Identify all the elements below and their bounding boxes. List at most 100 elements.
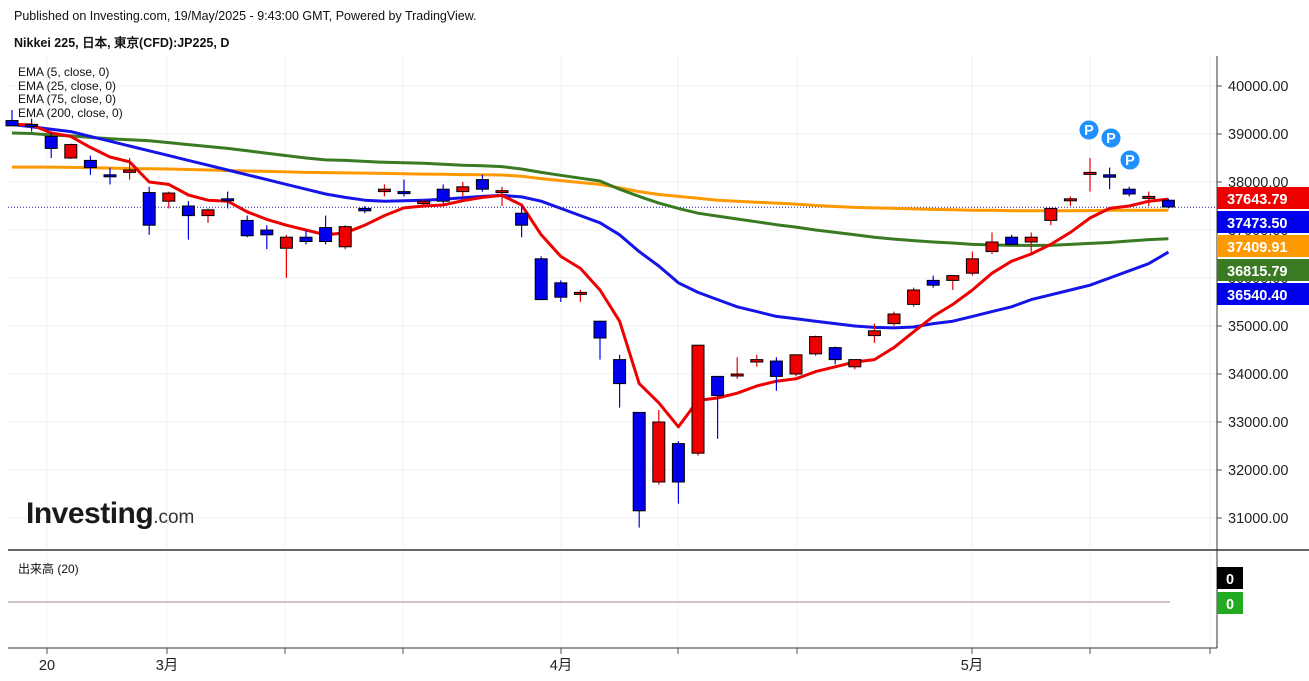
last-value-badge-bg	[1217, 259, 1309, 281]
legend-ema75[interactable]: EMA (75, close, 0)	[18, 92, 117, 106]
candle	[809, 335, 823, 356]
candle	[711, 375, 725, 439]
candle-body	[25, 123, 39, 127]
candle	[25, 118, 39, 132]
candle-body	[867, 330, 881, 337]
candle-body	[338, 226, 352, 248]
candle-body	[201, 209, 215, 217]
candle	[985, 232, 999, 254]
volume-badge: 0	[1217, 592, 1243, 614]
candle-body	[593, 320, 607, 339]
candle	[299, 230, 313, 245]
logo-suffix: .com	[153, 507, 195, 528]
last-value-badge-text: 36540.40	[1227, 288, 1287, 304]
candle-body	[417, 200, 431, 205]
last-value-badge-bg	[1217, 187, 1309, 209]
candle-body	[985, 241, 999, 253]
candle	[377, 184, 391, 197]
candle	[103, 167, 117, 185]
candle	[1024, 232, 1038, 254]
candle-body	[750, 359, 764, 363]
candle-body	[691, 344, 705, 454]
candle	[789, 354, 803, 377]
candle	[358, 206, 372, 214]
candle	[691, 344, 705, 456]
candle-body	[534, 258, 548, 301]
candle	[887, 311, 901, 326]
candle	[613, 354, 627, 408]
candle-body	[1161, 199, 1175, 208]
candle-body	[652, 421, 666, 483]
candle-body	[671, 443, 685, 483]
candle-body	[907, 289, 921, 305]
candle-body	[397, 191, 411, 195]
last-value-badge: 36815.79	[1217, 259, 1309, 281]
ema200-line	[12, 165, 1169, 213]
last-value-badge: 37473.50	[1217, 211, 1309, 233]
p-marker-circle	[1078, 119, 1100, 141]
indicator-legend: EMA (5, close, 0) EMA (25, close, 0) EMA…	[18, 65, 123, 120]
candles	[5, 110, 1175, 528]
candle-body	[965, 258, 979, 274]
candle	[848, 359, 862, 370]
candle	[142, 186, 156, 235]
candle	[83, 155, 97, 175]
candle	[730, 357, 744, 379]
candle-body	[1103, 174, 1117, 178]
candle-body	[103, 174, 117, 178]
candle-body	[1024, 236, 1038, 243]
last-value-badge-text: 36815.79	[1227, 264, 1287, 280]
candle	[123, 158, 137, 180]
y-tick-label: 34000.00	[1228, 367, 1288, 383]
x-tick-label: 4月	[550, 658, 573, 674]
candle	[652, 410, 666, 485]
candle-body	[279, 236, 293, 249]
y-tick-label: 33000.00	[1228, 415, 1288, 431]
candle-body	[240, 219, 254, 237]
last-value-badge: 37409.91	[1217, 235, 1309, 257]
candle	[181, 201, 195, 240]
volume-title[interactable]: 出来高 (20)	[18, 562, 79, 576]
candle-body	[730, 373, 744, 377]
candle-body	[5, 120, 19, 127]
last-value-badges: 37643.79 37473.50 37409.91 36815.79 36540.40…	[1217, 187, 1309, 614]
candle	[221, 191, 235, 209]
candle-body	[809, 336, 823, 355]
legend-ema25[interactable]: EMA (25, close, 0)	[18, 78, 117, 93]
legend-ema200[interactable]: EMA (200, close, 0)	[18, 105, 123, 120]
candle-body	[319, 227, 333, 243]
candle-body	[436, 188, 450, 202]
candle-body	[475, 179, 489, 190]
candle-body	[848, 359, 862, 368]
candle-body	[926, 279, 940, 286]
candle-body	[181, 205, 195, 217]
candle-body	[828, 347, 842, 361]
volume-badge-bg	[1217, 567, 1243, 589]
last-value-badge-text: 37409.91	[1227, 240, 1287, 256]
candle	[750, 354, 764, 367]
last-value-badge: 36540.40	[1217, 283, 1309, 305]
p-marker-circle	[1100, 127, 1122, 149]
y-tick-label: 31000.00	[1228, 511, 1288, 527]
candle	[946, 275, 960, 290]
volume-badge-bg	[1217, 592, 1243, 614]
candle	[162, 191, 176, 209]
candle	[1005, 234, 1019, 245]
candle-body	[44, 135, 58, 149]
last-value-badge: 37643.79	[1217, 187, 1309, 209]
candle-body	[1063, 198, 1077, 202]
candle	[1083, 158, 1097, 192]
candle	[573, 290, 587, 302]
candle	[338, 225, 352, 250]
legend-ema5[interactable]: EMA (5, close, 0)	[18, 65, 110, 79]
p-markers: P PP	[1078, 119, 1141, 171]
candle	[965, 251, 979, 276]
axes: 40000.0039000.0038000.0037000.0036000.00…	[8, 56, 1309, 674]
candle-body	[83, 159, 97, 169]
candle-body	[1044, 207, 1058, 221]
candle	[5, 110, 19, 127]
candle	[769, 357, 783, 391]
p-marker: P	[1078, 119, 1100, 141]
y-tick-label: 40000.00	[1228, 79, 1288, 95]
